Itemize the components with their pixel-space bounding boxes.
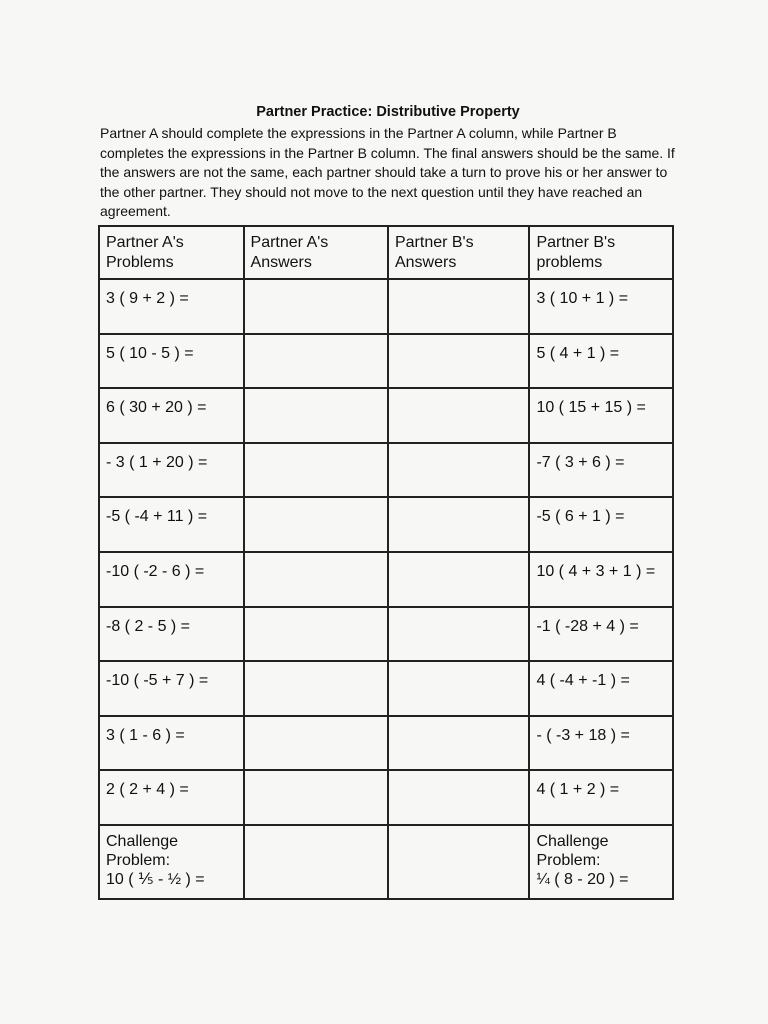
partner-b-answer-cell[interactable]	[386, 550, 531, 608]
table-row: 3 ( 9 + 2 ) = 3 ( 10 + 1 ) =	[98, 278, 674, 335]
partner-b-problem: -1 ( -28 + 4 ) =	[528, 605, 674, 663]
partner-b-answer-cell[interactable]	[386, 769, 531, 826]
partner-a-answer-cell[interactable]	[242, 441, 389, 499]
table-row: 3 ( 1 - 6 ) = - ( -3 + 18 ) =	[98, 714, 674, 772]
partner-a-problem: -10 ( -5 + 7 ) =	[98, 660, 245, 717]
table-row: 5 ( 10 - 5 ) = 5 ( 4 + 1 ) =	[98, 332, 674, 390]
challenge-label: Challenge	[106, 832, 179, 850]
table-row: 6 ( 30 + 20 ) = 10 ( 15 + 15 ) =	[98, 387, 674, 444]
partner-a-answer-cell[interactable]	[242, 714, 389, 772]
partner-a-answer-cell[interactable]	[242, 332, 389, 390]
header-b-problems: Partner B's problems	[528, 225, 674, 280]
challenge-expression-b: ¼ ( 8 - 20 ) =	[536, 870, 629, 888]
partner-b-answer-cell[interactable]	[386, 823, 531, 900]
partner-a-answer-cell[interactable]	[242, 605, 389, 663]
table-row: -10 ( -5 + 7 ) = 4 ( -4 + -1 ) =	[98, 660, 674, 717]
partner-b-answer-cell[interactable]	[386, 332, 531, 390]
challenge-row: Challenge Problem: 10 ( ⅕ - ½ ) = Challeng…	[98, 823, 674, 900]
partner-a-problem: -10 ( -2 - 6 ) =	[98, 550, 245, 608]
partner-a-answer-cell[interactable]	[242, 769, 389, 826]
partner-b-challenge: Challenge Problem: ¼ ( 8 - 20 ) =	[528, 823, 674, 900]
partner-b-answer-cell[interactable]	[386, 496, 531, 553]
header-a-problems: Partner A's Problems	[98, 225, 245, 280]
partner-b-problem: 10 ( 15 + 15 ) =	[528, 387, 674, 444]
partner-b-problem: 5 ( 4 + 1 ) =	[528, 332, 674, 390]
table-row: - 3 ( 1 + 20 ) = -7 ( 3 + 6 ) =	[98, 441, 674, 499]
header-b-answers: Partner B's Answers	[386, 225, 531, 280]
partner-b-answer-cell[interactable]	[386, 387, 531, 444]
partner-a-answer-cell[interactable]	[242, 823, 389, 900]
partner-a-answer-cell[interactable]	[242, 496, 389, 553]
partner-b-answer-cell[interactable]	[386, 441, 531, 499]
challenge-label: Problem:	[536, 851, 601, 869]
page-title: Partner Practice: Distributive Property	[256, 104, 520, 120]
partner-b-problem: 4 ( 1 + 2 ) =	[528, 769, 674, 826]
partner-b-problem: -5 ( 6 + 1 ) =	[528, 496, 674, 553]
partner-b-problem: 4 ( -4 + -1 ) =	[528, 660, 674, 717]
partner-b-problem: -7 ( 3 + 6 ) =	[528, 441, 674, 499]
partner-b-answer-cell[interactable]	[386, 278, 531, 335]
partner-a-problem: 5 ( 10 - 5 ) =	[98, 332, 245, 390]
table-row: -10 ( -2 - 6 ) = 10 ( 4 + 3 + 1 ) =	[98, 550, 674, 608]
partner-a-problem: 3 ( 9 + 2 ) =	[98, 278, 245, 335]
partner-a-answer-cell[interactable]	[242, 278, 389, 335]
challenge-expression-a: 10 ( ⅕ - ½ ) =	[106, 870, 205, 888]
partner-b-answer-cell[interactable]	[386, 605, 531, 663]
partner-a-problem: -5 ( -4 + 11 ) =	[98, 496, 245, 553]
table-row: -8 ( 2 - 5 ) = -1 ( -28 + 4 ) =	[98, 605, 674, 663]
partner-b-problem: 10 ( 4 + 3 + 1 ) =	[528, 550, 674, 608]
partner-b-problem: - ( -3 + 18 ) =	[528, 714, 674, 772]
partner-a-answer-cell[interactable]	[242, 550, 389, 608]
partner-a-answer-cell[interactable]	[242, 387, 389, 444]
partner-a-problem: -8 ( 2 - 5 ) =	[98, 605, 245, 663]
partner-a-problem: 6 ( 30 + 20 ) =	[98, 387, 245, 444]
partner-a-answer-cell[interactable]	[242, 660, 389, 717]
challenge-label: Challenge	[536, 832, 609, 850]
challenge-label: Problem:	[106, 851, 171, 869]
partner-a-problem: 3 ( 1 - 6 ) =	[98, 714, 245, 772]
partner-a-problem: - 3 ( 1 + 20 ) =	[98, 441, 245, 499]
partner-a-problem: 2 ( 2 + 4 ) =	[98, 769, 245, 826]
instructions: Partner A should complete the expression…	[100, 125, 675, 219]
worksheet-table: Partner A's Problems Partner A's Answers…	[98, 225, 674, 900]
partner-a-challenge: Challenge Problem: 10 ( ⅕ - ½ ) =	[98, 823, 245, 900]
partner-b-answer-cell[interactable]	[386, 660, 531, 717]
partner-b-problem: 3 ( 10 + 1 ) =	[528, 278, 674, 335]
header-a-answers: Partner A's Answers	[242, 225, 389, 280]
table-row: -5 ( -4 + 11 ) = -5 ( 6 + 1 ) =	[98, 496, 674, 553]
table-row: 2 ( 2 + 4 ) = 4 ( 1 + 2 ) =	[98, 769, 674, 826]
header-row: Partner A's Problems Partner A's Answers…	[98, 225, 674, 280]
partner-b-answer-cell[interactable]	[386, 714, 531, 772]
